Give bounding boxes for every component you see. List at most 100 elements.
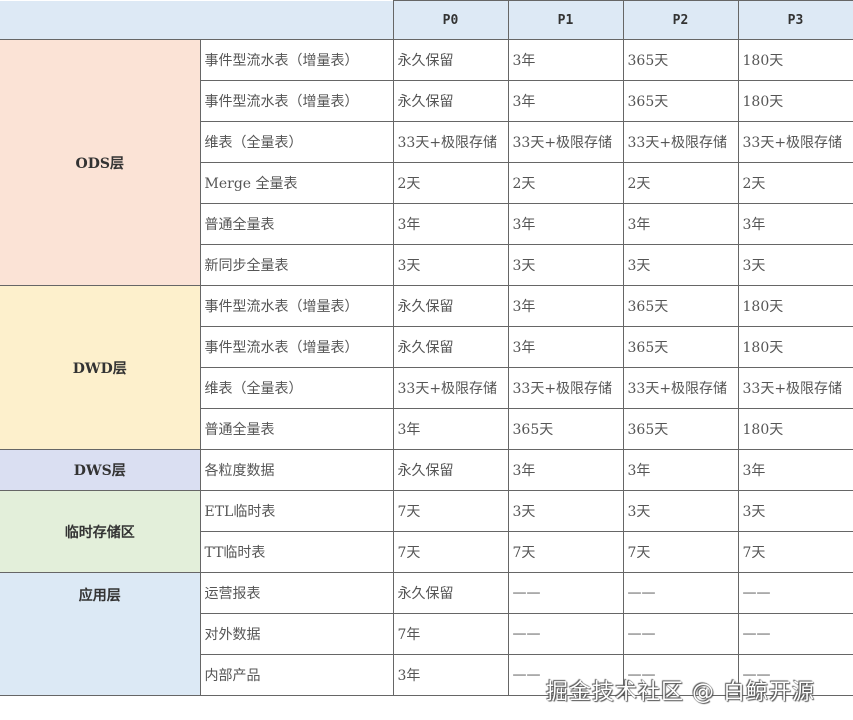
retention-cell-p3: 33天+极限存储 (737, 367, 853, 409)
table-type-cell: Merge 全量表 (200, 162, 394, 204)
retention-cell-p3: —— (737, 572, 853, 614)
retention-cell-p3: —— (737, 613, 853, 655)
retention-cell-p1: 33天+极限存储 (507, 121, 624, 163)
table-body: ODS层 事件型流水表（增量表） 永久保留 3年 365天 180天 事件型流水表（增量表）… (0, 39, 853, 696)
retention-cell-p2: 3天 (622, 490, 739, 532)
retention-cell-p1: 3天 (507, 490, 624, 532)
retention-cell-p3: 180天 (737, 326, 853, 368)
retention-cell-p1: 3年 (507, 326, 624, 368)
header-blank (0, 0, 394, 40)
header-p2: P2 (622, 0, 739, 40)
table-row: 临时存储区 ETL临时表 7天 3天 3天 3天 (0, 490, 853, 573)
table-type-cell: 事件型流水表（增量表） (199, 39, 394, 81)
layer-label: ODS层 (0, 39, 201, 286)
retention-cell-p0: 33天+极限存储 (392, 367, 509, 409)
table-row: ODS层 事件型流水表（增量表） 永久保留 3年 365天 180天 (0, 39, 853, 286)
retention-cell-p3: 180天 (737, 39, 853, 81)
retention-cell-p2: 365天 (622, 80, 739, 122)
retention-cell-p2: —— (622, 572, 739, 614)
retention-cell-p0: 永久保留 (392, 449, 509, 491)
retention-cell-p2: 365天 (622, 326, 739, 368)
retention-cell-p3: 3年 (737, 449, 853, 491)
retention-cell-p3: 7天 (737, 531, 853, 573)
table-type-cell: 各粒度数据 (199, 449, 394, 491)
retention-cell-p3: 2天 (737, 162, 853, 204)
retention-cell-p0: 永久保留 (392, 326, 509, 368)
table-type-cell: 对外数据 (200, 613, 394, 655)
retention-cell-p2: 33天+极限存储 (622, 121, 739, 163)
retention-cell-p3: —— (737, 654, 853, 696)
table-type-cell: 内部产品 (200, 654, 394, 696)
retention-cell-p0: 7年 (392, 613, 509, 655)
table-type-cell: 运营报表 (199, 572, 394, 614)
retention-cell-p1: —— (507, 572, 624, 614)
table-header-row: P0 P1 P2 P3 (0, 0, 853, 40)
retention-cell-p0: 3年 (392, 654, 509, 696)
table-row: TT临时表 7天 7天 7天 7天 (0, 531, 853, 573)
retention-cell-p0: 7天 (392, 490, 509, 532)
layer-label: DWS层 (0, 449, 201, 491)
retention-table: P0 P1 P2 P3 ODS层 事件型流水表（增量表） 永久保留 3年 365天 180… (0, 0, 853, 696)
layer-label: 临时存储区 (0, 490, 201, 573)
table-row: 普通全量表 3年 3年 3年 3年 (0, 203, 853, 245)
retention-cell-p2: 3年 (622, 203, 739, 245)
retention-cell-p0: 永久保留 (392, 285, 509, 327)
table-type-cell: 维表（全量表） (200, 367, 394, 409)
table-row: 普通全量表 3年 365天 365天 180天 (0, 408, 853, 450)
retention-cell-p1: 3年 (507, 285, 624, 327)
table-type-cell: 维表（全量表） (200, 121, 394, 163)
retention-cell-p1: 3年 (507, 80, 624, 122)
retention-cell-p1: 3天 (507, 244, 624, 286)
retention-cell-p0: 3年 (392, 408, 509, 450)
table-type-cell: TT临时表 (200, 531, 394, 573)
retention-cell-p1: 3年 (507, 449, 624, 491)
retention-cell-p0: 3年 (392, 203, 509, 245)
layer-label: DWD层 (0, 285, 201, 450)
retention-cell-p2: 365天 (622, 285, 739, 327)
retention-cell-p3: 3天 (737, 490, 853, 532)
retention-cell-p1: 2天 (507, 162, 624, 204)
layer-label: 应用层 (0, 572, 201, 696)
header-p1: P1 (507, 0, 624, 40)
retention-cell-p1: 7天 (507, 531, 624, 573)
retention-cell-p3: 180天 (737, 285, 853, 327)
retention-cell-p1: —— (507, 654, 624, 696)
retention-cell-p1: 365天 (507, 408, 624, 450)
retention-cell-p2: 33天+极限存储 (622, 367, 739, 409)
retention-cell-p2: 365天 (622, 408, 739, 450)
retention-cell-p0: 33天+极限存储 (392, 121, 509, 163)
retention-cell-p3: 3天 (737, 244, 853, 286)
retention-cell-p0: 永久保留 (392, 572, 509, 614)
header-p0: P0 (392, 0, 509, 40)
retention-cell-p2: 3年 (622, 449, 739, 491)
retention-cell-p2: 365天 (622, 39, 739, 81)
retention-cell-p0: 永久保留 (392, 39, 509, 81)
retention-cell-p3: 180天 (737, 80, 853, 122)
table-type-cell: 事件型流水表（增量表） (200, 80, 394, 122)
watermark: 掘金技术社区 @ 白鲸开源 (546, 680, 815, 705)
table-type-cell: 普通全量表 (200, 203, 394, 245)
retention-cell-p0: 7天 (392, 531, 509, 573)
retention-cell-p3: 33天+极限存储 (737, 121, 853, 163)
table-type-cell: 新同步全量表 (200, 244, 394, 286)
retention-cell-p3: 3年 (737, 203, 853, 245)
retention-cell-p0: 2天 (392, 162, 509, 204)
table-row: DWS层 各粒度数据 永久保留 3年 3年 3年 (0, 449, 853, 491)
table-row: 维表（全量表） 33天+极限存储 33天+极限存储 33天+极限存储 33天+极限存储 (0, 367, 853, 409)
retention-cell-p3: 180天 (737, 408, 853, 450)
retention-cell-p0: 永久保留 (392, 80, 509, 122)
retention-cell-p2: —— (622, 613, 739, 655)
retention-cell-p1: —— (507, 613, 624, 655)
retention-cell-p2: 7天 (622, 531, 739, 573)
table-row: 事件型流水表（增量表） 永久保留 3年 365天 180天 (0, 326, 853, 368)
table-type-cell: ETL临时表 (199, 490, 394, 532)
table-row: 对外数据 7年 —— —— —— (0, 613, 853, 655)
table-row: 应用层 运营报表 永久保留 —— —— —— (0, 572, 853, 696)
table-type-cell: 事件型流水表（增量表） (200, 326, 394, 368)
retention-cell-p1: 33天+极限存储 (507, 367, 624, 409)
retention-cell-p1: 3年 (507, 203, 624, 245)
retention-cell-p0: 3天 (392, 244, 509, 286)
table-type-cell: 普通全量表 (200, 408, 394, 450)
retention-cell-p2: 2天 (622, 162, 739, 204)
table-type-cell: 事件型流水表（增量表） (199, 285, 394, 327)
